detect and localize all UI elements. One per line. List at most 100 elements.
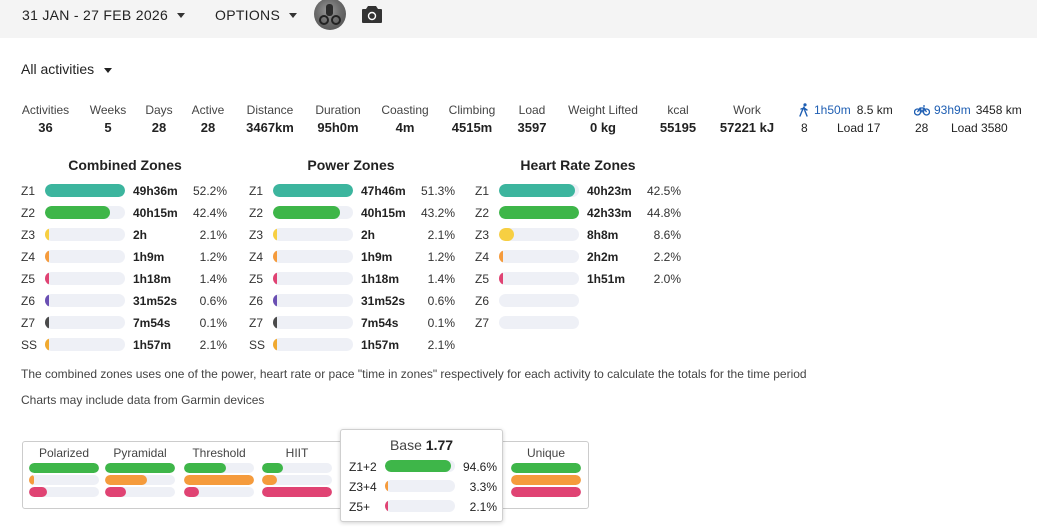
zone-bar [45,184,125,197]
distribution-bar-fill [105,487,126,497]
zone-time: 40h15m [133,206,178,220]
tooltip-row-bar-fill [385,460,451,472]
zone-time: 7m54s [133,316,171,330]
tooltip-row-label: Z1+2 [349,460,377,474]
zone-label: Z2 [21,206,36,220]
distribution-threshold[interactable]: Threshold [183,446,255,497]
zone-row-z7: Z7 [475,314,685,330]
distribution-label: Threshold [192,446,246,460]
zone-label: Z6 [21,294,36,308]
stat-value: 28 [200,120,216,135]
stat-label: Climbing [448,103,496,117]
activity-type-selector[interactable]: All activities [21,61,113,77]
zone-percent: 1.2% [199,250,227,264]
zone-bar [45,206,125,219]
sport-time: 93h9m [934,103,971,117]
zone-time: 2h2m [587,250,619,264]
distribution-bar-fill [262,487,332,497]
zone-label: Z7 [21,316,36,330]
garmin-note: Charts may include data from Garmin devi… [21,393,265,407]
distribution-bar [29,475,99,485]
zone-row-z7: Z7 7m54s 0.1% [21,314,231,330]
zone-percent: 51.3% [420,184,455,198]
zone-bar [45,250,125,263]
zone-label: Z7 [475,316,490,330]
tooltip-row-bar [385,460,455,472]
zone-bar-fill [273,316,277,329]
options-menu[interactable]: OPTIONS [215,7,298,23]
zone-bar [45,294,125,307]
distribution-bar [105,463,175,473]
tooltip-row-bar-fill [385,480,388,492]
athlete-avatar[interactable] [314,0,346,30]
zone-bar [273,184,353,197]
stat-coasting: Coasting 4m [379,103,431,135]
zone-percent: 42.5% [646,184,681,198]
distribution-hiit[interactable]: HIIT [261,446,333,497]
zone-row-z1: Z1 40h23m 42.5% [475,182,685,198]
top-toolbar: 31 JAN - 27 FEB 2026 OPTIONS [0,0,1037,38]
stat-label: Coasting [381,103,429,117]
zone-percent: 0.1% [427,316,455,330]
zone-row-z4: Z4 2h2m 2.2% [475,248,685,264]
zone-percent: 2.1% [199,228,227,242]
zone-label: Z2 [249,206,264,220]
zone-row-z2: Z2 42h33m 44.8% [475,204,685,220]
stat-value: 3597 [517,120,547,135]
sport-summary-walk[interactable]: 1h50m 8.5 km 8 Load 17 [798,103,893,135]
zone-bar-fill [45,206,110,219]
zone-bar-fill [499,206,579,219]
zone-label: SS [249,338,266,352]
zone-row-z6: Z6 31m52s 0.6% [249,292,459,308]
distribution-pyramidal[interactable]: Pyramidal [104,446,176,497]
zone-percent: 2.2% [653,250,681,264]
zone-bar [45,316,125,329]
zone-time: 47h46m [361,184,406,198]
tooltip-row-label: Z3+4 [349,480,377,494]
zone-percent: 43.2% [420,206,455,220]
zone-bar [273,316,353,329]
zone-percent: 1.2% [427,250,455,264]
zone-percent: 2.1% [199,338,227,352]
zone-time: 2h [361,228,376,242]
sport-summary-bike[interactable]: 93h9m 3458 km 28 Load 3580 [914,103,1022,135]
zone-bar-fill [499,250,503,263]
zone-percent: 44.8% [646,206,681,220]
zone-bar [273,272,353,285]
zone-bar [499,272,579,285]
distribution-bar [105,475,175,485]
distribution-bar-fill [105,475,147,485]
zone-time: 1h9m [361,250,393,264]
distribution-unique[interactable]: Unique [510,446,582,497]
zone-time: 42h33m [587,206,632,220]
tooltip-row-bar [385,480,455,492]
zone-label: Z5 [21,272,36,286]
bike-icon [914,105,930,116]
stat-duration: Duration 95h0m [313,103,363,135]
zone-time: 2h [133,228,148,242]
zone-row-z4: Z4 1h9m 1.2% [249,248,459,264]
stat-climbing: Climbing 4515m [446,103,498,135]
zone-label: Z3 [249,228,264,242]
zone-bar-fill [273,184,353,197]
zone-time: 1h18m [133,272,172,286]
zone-label: Z6 [249,294,264,308]
stat-value: 3467km [246,120,294,135]
stat-label: Weight Lifted [568,103,638,117]
stat-distance: Distance 3467km [243,103,297,135]
zone-label: Z7 [249,316,264,330]
sport-time: 1h50m [814,103,851,117]
distribution-polarized[interactable]: Polarized [28,446,100,497]
distribution-bar [511,463,581,473]
sport-count: 8 [801,121,808,135]
zone-label: Z2 [475,206,490,220]
zone-bar-fill [45,338,49,351]
zone-percent: 0.6% [427,294,455,308]
tooltip-row-percent: 3.3% [469,480,497,494]
zone-row-z1: Z1 49h36m 52.2% [21,182,231,198]
distribution-bar [105,487,175,497]
date-range-selector[interactable]: 31 JAN - 27 FEB 2026 [22,7,186,23]
zone-row-z5: Z5 1h51m 2.0% [475,270,685,286]
camera-icon[interactable] [361,5,383,24]
stat-active: Active 28 [189,103,227,135]
